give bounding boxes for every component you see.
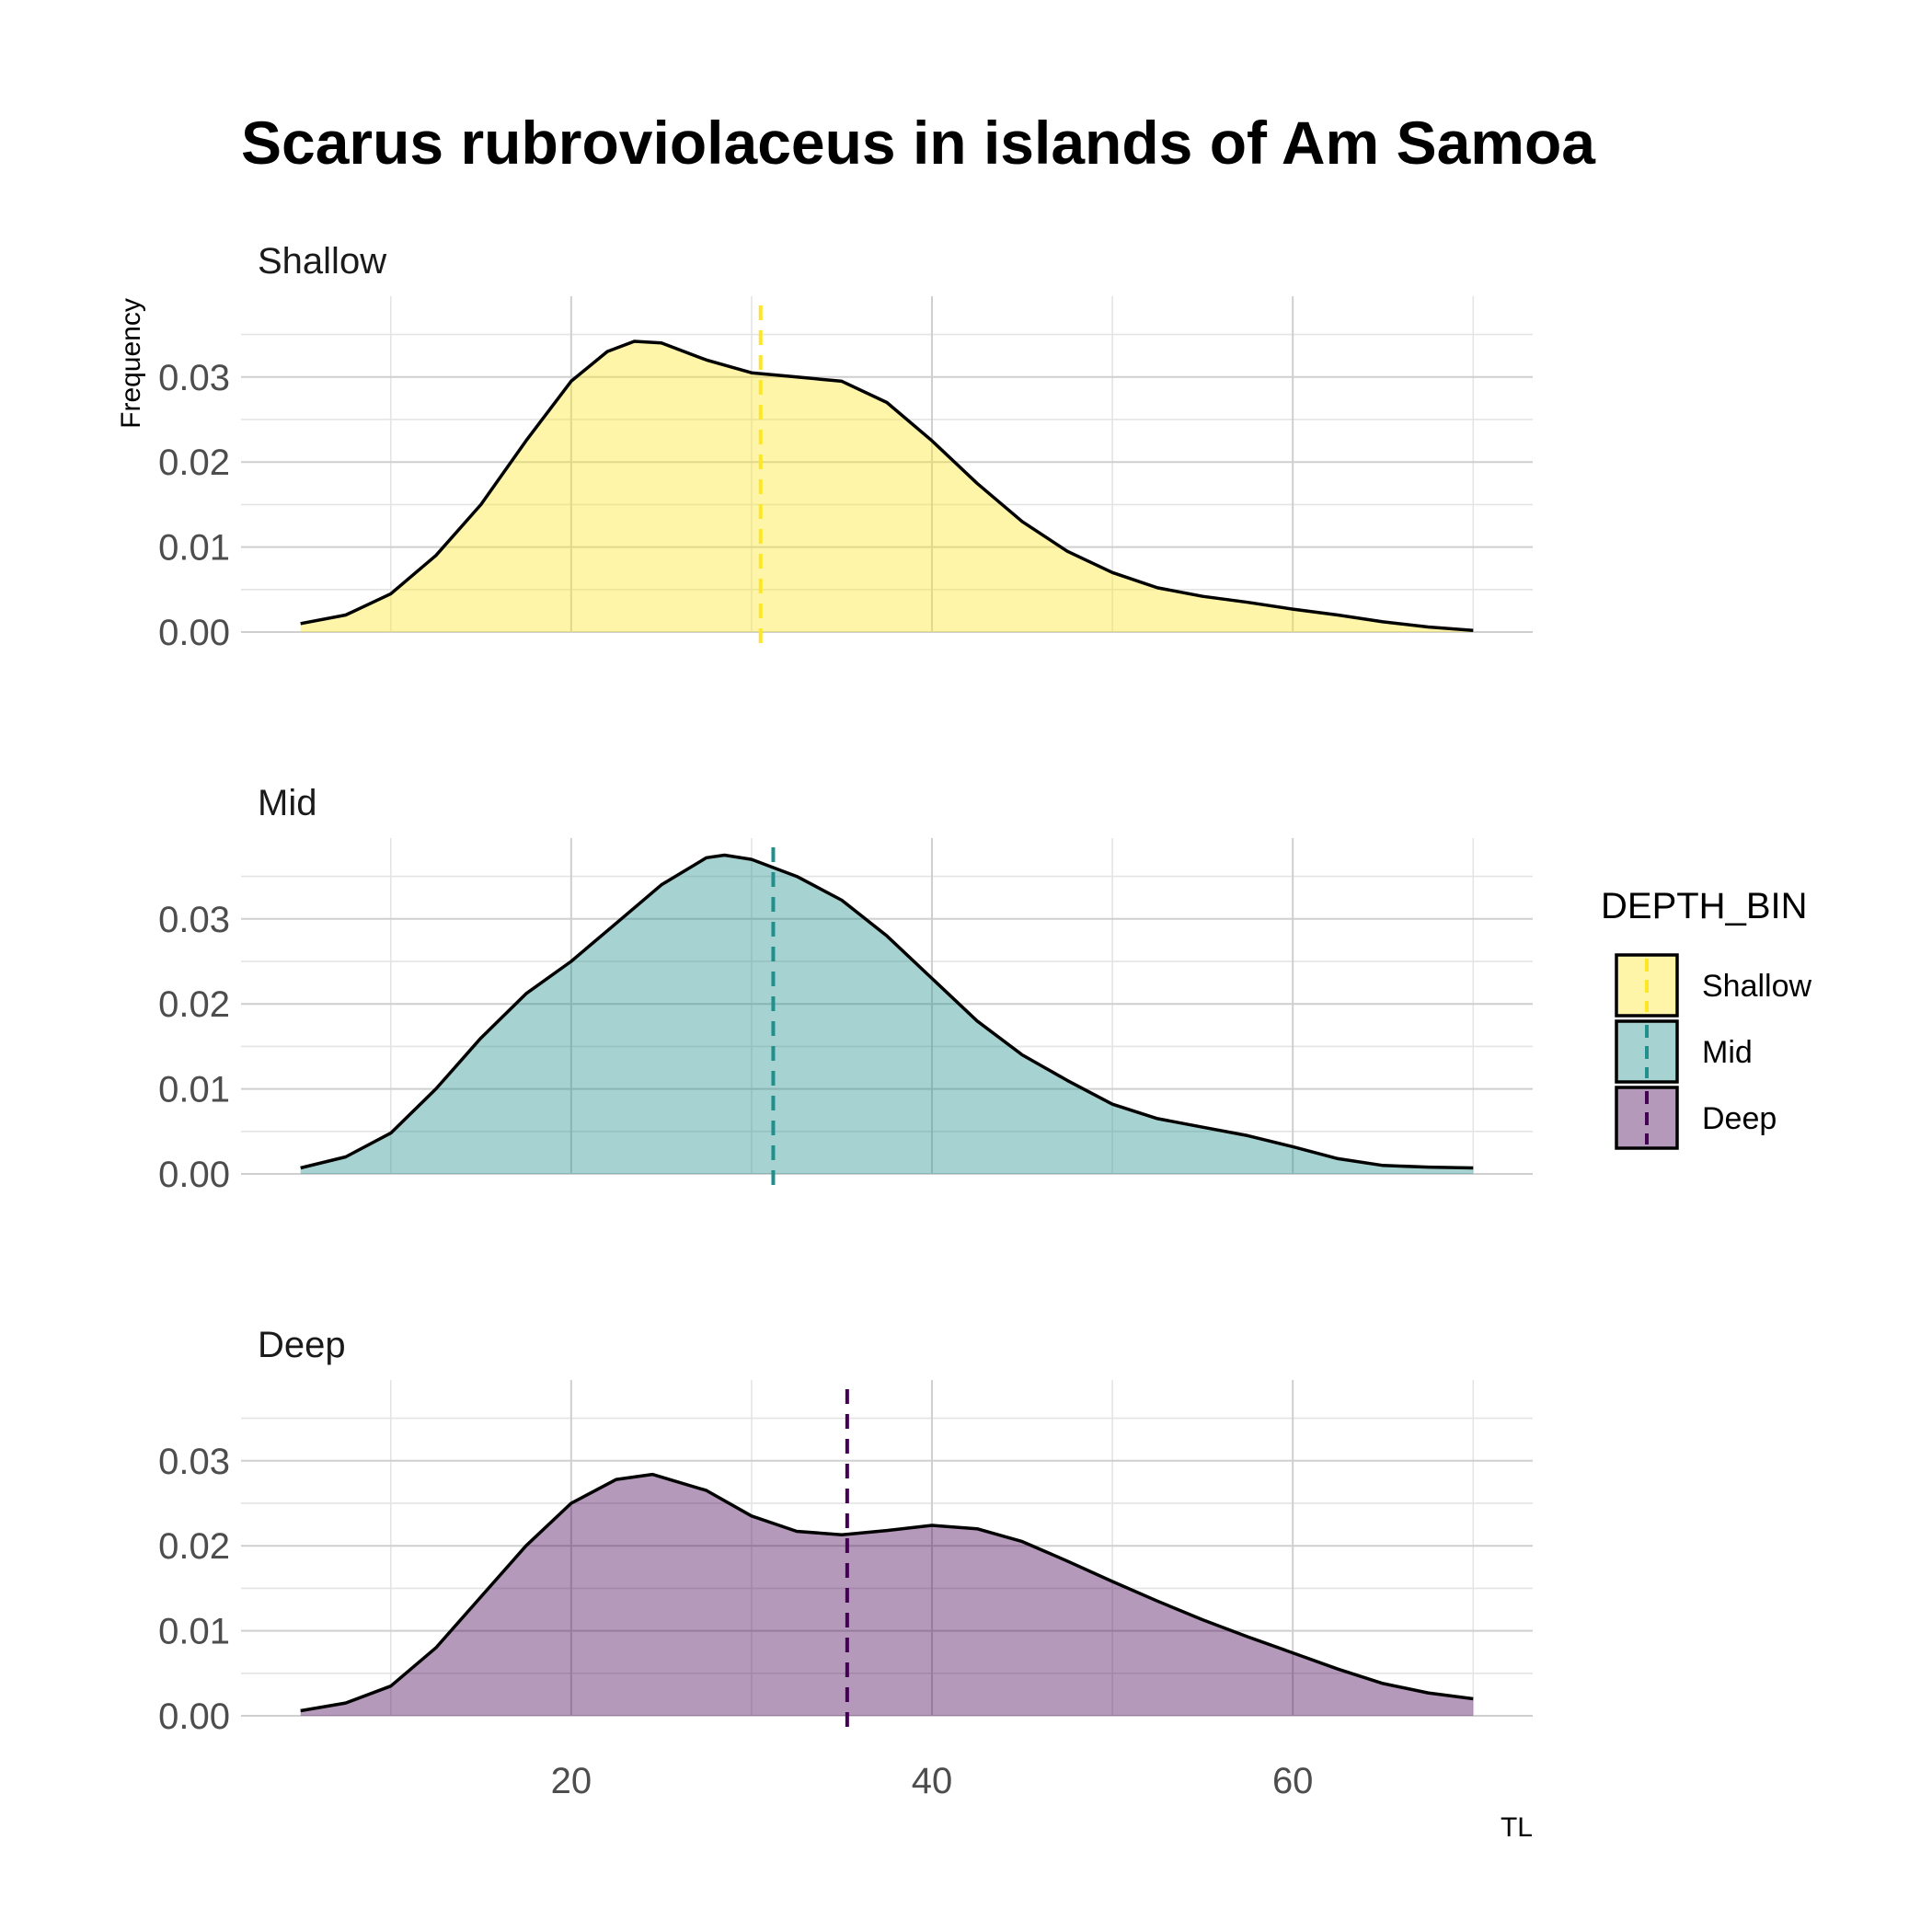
density-line-shallow	[300, 339, 1474, 632]
x-tick-label: 20	[551, 1761, 592, 1801]
density-area-deep	[300, 1474, 1474, 1716]
x-axis-label: TL	[1501, 1812, 1533, 1843]
panel-deep: Deep 0.00 0.01 0.02 0.03	[158, 1325, 1533, 1737]
y-tick-label: 0.01	[158, 1612, 230, 1652]
chart-title: Scarus rubroviolaceus in islands of Am S…	[241, 109, 1596, 177]
density-area-shallow	[300, 341, 1474, 632]
legend-label: Mid	[1702, 1035, 1753, 1070]
legend-item-mid: Mid	[1615, 1019, 1753, 1084]
y-tick-label: 0.00	[158, 1696, 230, 1737]
y-tick-label: 0.03	[158, 900, 230, 940]
y-tick-label: 0.02	[158, 984, 230, 1025]
facet-panels: Shallow 0.00 0.01 0.02 0.03 Mid 0.00 0.01 0.02 0.…	[158, 241, 1533, 1737]
facet-label-deep: Deep	[258, 1325, 346, 1365]
density-line-deep	[300, 1472, 1474, 1713]
legend-label: Shallow	[1702, 969, 1812, 1004]
panel-mid: Mid 0.00 0.01 0.02 0.03	[158, 783, 1533, 1195]
y-tick-label: 0.00	[158, 613, 230, 653]
panel-shallow: Shallow 0.00 0.01 0.02 0.03	[158, 241, 1533, 653]
y-tick-label: 0.02	[158, 1526, 230, 1567]
legend-label: Deep	[1702, 1101, 1777, 1136]
x-axis-ticks: 20 40 60	[551, 1761, 1314, 1801]
y-tick-label: 0.03	[158, 358, 230, 398]
facet-label-mid: Mid	[258, 783, 316, 823]
density-line-mid	[300, 853, 1474, 1170]
y-tick-label: 0.01	[158, 528, 230, 569]
y-axis-label: Frequency	[116, 298, 146, 429]
y-tick-label: 0.00	[158, 1155, 230, 1195]
facet-label-shallow: Shallow	[258, 241, 386, 282]
y-tick-label: 0.03	[158, 1442, 230, 1482]
x-tick-label: 60	[1272, 1761, 1314, 1801]
legend-item-shallow: Shallow	[1615, 953, 1812, 1018]
legend-title: DEPTH_BIN	[1601, 886, 1808, 926]
density-area-mid	[300, 855, 1474, 1174]
legend-item-deep: Deep	[1615, 1086, 1777, 1150]
y-tick-label: 0.02	[158, 443, 230, 483]
x-tick-label: 40	[912, 1761, 953, 1801]
y-tick-label: 0.01	[158, 1070, 230, 1110]
legend: DEPTH_BIN Shallow Mid Deep	[1601, 886, 1812, 1150]
legend-keys: Shallow Mid Deep	[1615, 953, 1812, 1150]
